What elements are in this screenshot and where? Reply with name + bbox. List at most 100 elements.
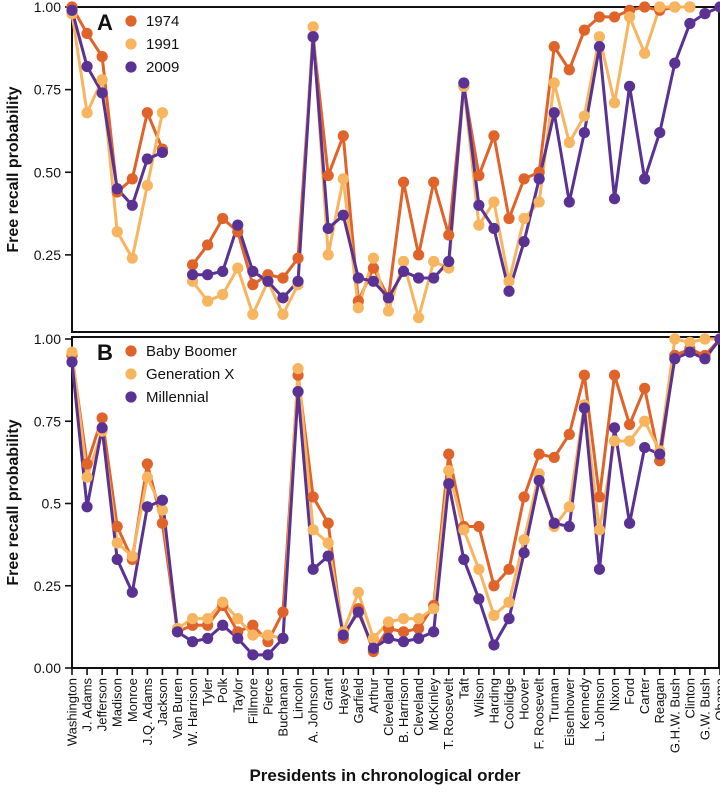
data-point xyxy=(579,110,590,121)
data-point xyxy=(488,580,499,591)
data-point xyxy=(112,521,123,532)
data-point xyxy=(338,173,349,184)
data-point xyxy=(277,272,288,283)
data-point xyxy=(549,452,560,463)
data-point xyxy=(518,236,529,247)
data-point xyxy=(292,386,303,397)
data-point xyxy=(66,5,77,16)
data-point xyxy=(639,173,650,184)
data-point xyxy=(473,593,484,604)
data-point xyxy=(398,636,409,647)
x-tick-label: L. Johnson xyxy=(592,678,607,742)
series-line-baby-boomer xyxy=(72,339,720,652)
x-tick-label: Coolidge xyxy=(502,678,517,729)
y-tick-label: 0.75 xyxy=(34,413,61,429)
y-tick-label: 1.00 xyxy=(34,0,61,15)
data-point xyxy=(247,309,258,320)
data-point xyxy=(398,613,409,624)
data-point xyxy=(579,25,590,36)
data-point xyxy=(142,153,153,164)
data-point xyxy=(564,137,575,148)
data-point xyxy=(368,276,379,287)
x-tick-label: F. Roosevelt xyxy=(532,678,547,750)
data-point xyxy=(594,524,605,535)
legend-label: Millennial xyxy=(146,389,209,406)
legend-marker xyxy=(125,345,136,356)
data-point xyxy=(669,333,680,344)
x-tick-label: Buchanan xyxy=(275,678,290,737)
data-point xyxy=(277,633,288,644)
data-point xyxy=(579,370,590,381)
data-point xyxy=(353,606,364,617)
data-point xyxy=(353,302,364,313)
data-point xyxy=(292,363,303,374)
data-point xyxy=(684,1,695,12)
data-point xyxy=(534,196,545,207)
x-tick-label: Grant xyxy=(321,678,336,711)
x-tick-label: Hoover xyxy=(517,677,532,720)
data-point xyxy=(157,147,168,158)
data-point xyxy=(624,11,635,22)
data-point xyxy=(488,610,499,621)
data-point xyxy=(323,537,334,548)
data-point xyxy=(217,597,228,608)
data-point xyxy=(503,213,514,224)
data-point xyxy=(232,613,243,624)
data-point xyxy=(609,97,620,108)
data-point xyxy=(594,11,605,22)
data-point xyxy=(112,554,123,565)
x-tick-label: Truman xyxy=(547,678,562,722)
data-point xyxy=(594,31,605,42)
x-tick-label: Arthur xyxy=(366,677,381,713)
x-tick-label: Kennedy xyxy=(577,678,592,730)
data-point xyxy=(428,177,439,188)
x-tick-label: J.Q. Adams xyxy=(140,678,155,746)
data-point xyxy=(368,253,379,264)
data-point xyxy=(353,272,364,283)
data-point xyxy=(323,249,334,260)
data-point xyxy=(699,333,710,344)
x-tick-label: G.W. Bush xyxy=(697,678,712,740)
data-point xyxy=(609,193,620,204)
data-point xyxy=(503,564,514,575)
data-point xyxy=(609,370,620,381)
y-tick-label: 0.5 xyxy=(42,496,62,512)
data-point xyxy=(323,223,334,234)
data-point xyxy=(428,603,439,614)
data-point xyxy=(624,435,635,446)
x-tick-label: Taft xyxy=(456,678,471,699)
x-tick-label: Jackson xyxy=(155,678,170,726)
data-point xyxy=(503,613,514,624)
data-point xyxy=(262,276,273,287)
data-point xyxy=(669,353,680,364)
x-tick-label: Washington xyxy=(65,678,80,746)
x-tick-label: B. Harrison xyxy=(396,678,411,743)
data-point xyxy=(413,613,424,624)
y-axis-label: Free recall probability xyxy=(5,86,22,252)
y-tick-label: 1.00 xyxy=(34,331,61,347)
data-point xyxy=(624,419,635,430)
data-point xyxy=(187,613,198,624)
data-point xyxy=(503,597,514,608)
data-point xyxy=(97,422,108,433)
data-point xyxy=(247,630,258,641)
data-point xyxy=(684,347,695,358)
data-point xyxy=(624,518,635,529)
y-tick-label: 0.75 xyxy=(34,82,61,98)
data-point xyxy=(353,587,364,598)
legend-marker xyxy=(125,38,136,49)
data-point xyxy=(443,465,454,476)
x-tick-label: Lincoln xyxy=(291,678,306,719)
data-point xyxy=(714,1,720,12)
data-point xyxy=(217,289,228,300)
y-tick-label: 0.00 xyxy=(34,660,61,676)
data-point xyxy=(112,226,123,237)
data-point xyxy=(534,449,545,460)
x-tick-label: Cleveland xyxy=(381,678,396,736)
data-point xyxy=(503,276,514,287)
data-point xyxy=(413,312,424,323)
data-point xyxy=(488,639,499,650)
data-point xyxy=(549,77,560,88)
y-tick-label: 0.25 xyxy=(34,247,61,263)
x-tick-label: Harding xyxy=(486,678,501,724)
